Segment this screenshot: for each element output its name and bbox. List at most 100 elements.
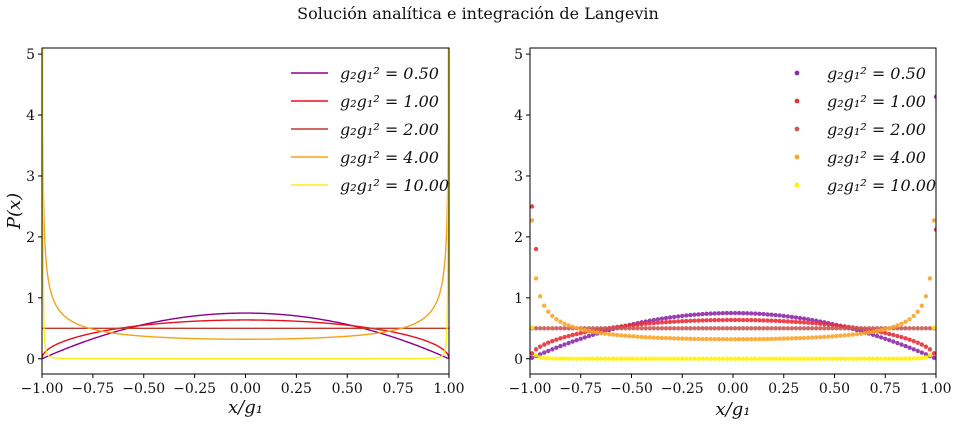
scatter-point (619, 333, 624, 338)
scatter-point (761, 318, 766, 323)
scatter-point (680, 319, 685, 324)
scatter-point (688, 356, 693, 361)
scatter-point (801, 326, 807, 331)
scatter-point (814, 335, 819, 340)
scatter-point (720, 317, 726, 323)
scatter-point (732, 310, 738, 316)
scatter-point (793, 326, 799, 331)
scatter-point (594, 331, 600, 336)
legend-label-4: g₂g₁² = 10.00 (827, 176, 936, 195)
scatter-point (745, 311, 750, 316)
scatter-point (907, 356, 912, 361)
scatter-point (728, 326, 734, 331)
scatter-point (753, 336, 758, 342)
scatter-point (542, 342, 547, 347)
y-tick-label: 2 (26, 230, 35, 246)
scatter-point (688, 326, 693, 331)
scatter-point (866, 330, 872, 335)
y-tick-label: 4 (26, 108, 35, 124)
scatter-point (793, 315, 799, 320)
scatter-point (712, 326, 717, 331)
scatter-point (858, 329, 864, 334)
scatter-point (931, 351, 936, 356)
scatter-point (704, 318, 709, 323)
scatter-point (627, 333, 632, 339)
scatter-point (911, 326, 916, 331)
scatter-point (842, 333, 847, 338)
scatter-point (814, 318, 819, 323)
scatter-point (659, 316, 665, 321)
scatter-point (846, 324, 851, 330)
scatter-point (915, 356, 920, 361)
scatter-point (643, 319, 648, 324)
scatter-point (651, 320, 657, 326)
scatter-point (858, 356, 864, 361)
scatter-point (639, 321, 644, 327)
scatter-point (736, 310, 742, 316)
x-tick-label: 1.00 (920, 381, 951, 397)
scatter-point (692, 336, 697, 342)
scatter-point (684, 356, 689, 361)
right-x-ticks: −1.00 −0.75 −0.50 −0.25 0.00 0.25 0.50 0.75 1.00 (509, 374, 952, 397)
scatter-point (667, 356, 673, 361)
scatter-point (554, 356, 559, 361)
scatter-point (537, 326, 543, 331)
scatter-point (627, 356, 632, 361)
scatter-point (874, 356, 880, 361)
scatter-point (602, 356, 608, 361)
scatter-point (789, 326, 795, 331)
legend-label-3: g₂g₁² = 4.00 (340, 148, 439, 167)
scatter-point (895, 356, 900, 361)
scatter-point (558, 343, 563, 349)
legend-swatch-1 (794, 98, 800, 104)
scatter-point (716, 317, 721, 323)
legend-label-0: g₂g₁² = 0.50 (827, 64, 926, 83)
y-tick-label: 5 (514, 47, 523, 63)
scatter-point (578, 356, 583, 361)
scatter-point (895, 333, 900, 339)
scatter-point (558, 356, 563, 361)
scatter-point (631, 356, 636, 361)
scatter-point (724, 317, 730, 323)
scatter-point (850, 356, 855, 361)
scatter-point (647, 356, 652, 361)
scatter-point (611, 326, 616, 332)
scatter-point (578, 327, 583, 332)
scatter-point (850, 332, 855, 337)
scatter-point (590, 332, 596, 338)
x-tick-label: 0.75 (870, 381, 901, 397)
x-tick-label: −1.00 (509, 381, 552, 397)
scatter-point (720, 310, 726, 316)
scatter-point (846, 326, 851, 331)
scatter-point (546, 348, 551, 354)
scatter-point (627, 326, 632, 331)
scatter-point (606, 356, 612, 361)
scatter-point (675, 356, 681, 361)
scatter-point (842, 356, 847, 361)
scatter-point (651, 326, 657, 331)
scatter-point (692, 356, 697, 361)
scatter-point (554, 345, 559, 350)
scatter-point (911, 313, 916, 319)
scatter-point (667, 326, 673, 331)
scatter-point (724, 310, 730, 316)
scatter-point (797, 315, 803, 321)
scatter-point (623, 333, 628, 338)
scatter-point (822, 326, 827, 331)
scatter-point (708, 318, 713, 323)
scatter-point (586, 328, 592, 334)
scatter-point (728, 317, 734, 323)
scatter-point (602, 326, 608, 331)
scatter-point (773, 312, 778, 318)
scatter-point (834, 333, 839, 339)
scatter-point (834, 323, 839, 328)
scatter-point (558, 326, 563, 331)
scatter-point (667, 319, 673, 325)
left-series-group (42, 48, 449, 360)
scatter-point (846, 332, 851, 338)
scatter-point (789, 336, 795, 341)
scatter-point (651, 317, 657, 323)
scatter-point (554, 316, 559, 322)
scatter-point (530, 351, 535, 356)
scatter-point (659, 356, 665, 361)
